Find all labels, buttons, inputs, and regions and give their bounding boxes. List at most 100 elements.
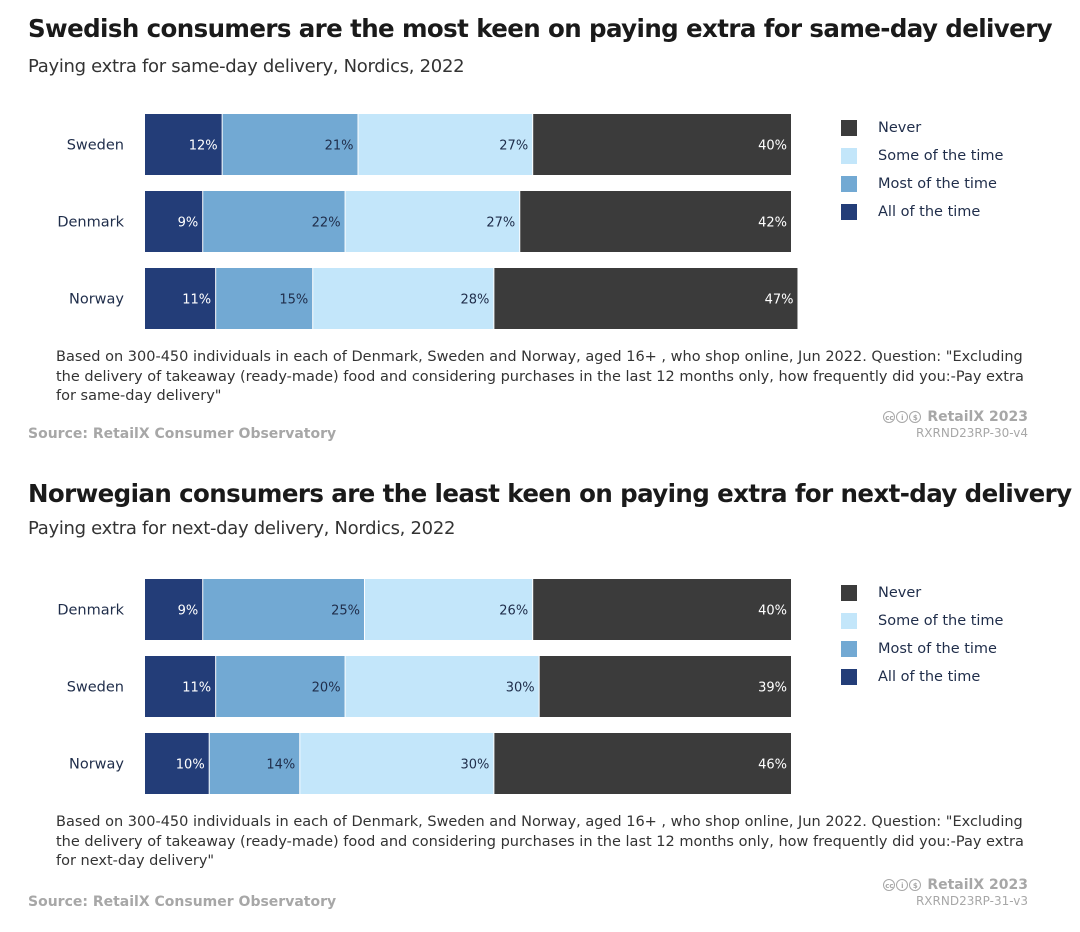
data-label: 15% [279,293,308,308]
legend-label: Most of the time [878,641,997,657]
data-label: 10% [176,758,205,773]
data-label: 11% [182,293,211,308]
data-label: 11% [182,681,211,696]
chart-source: Source: RetailX Consumer Observatory [28,426,337,442]
chart-source: Source: RetailX Consumer Observatory [28,894,337,910]
stacked-bar-chart: Denmark 9% 25% 26% 40% Sweden 11% 20% 30% 39% Norw… [57,579,791,794]
data-label: 22% [312,216,341,231]
legend-swatch [841,641,857,657]
legend-item: Most of the time [841,635,1071,663]
nc-icon: $ [909,879,922,891]
data-label: 42% [758,216,787,231]
chart-1: Swedish consumers are the most keen on p… [0,0,1080,460]
data-label: 30% [506,681,535,696]
stacked-bar-chart: Sweden 12% 21% 27% 40% Denmark 9% 22% 27% 42% Norw… [57,114,798,329]
bar-segment [209,733,300,794]
legend-item: Never [841,114,1071,142]
data-label: 39% [758,681,787,696]
legend-item: Most of the time [841,170,1071,198]
data-label: 30% [460,758,489,773]
legend-label: Some of the time [878,613,1004,629]
bar-segment [533,579,791,640]
legend-swatch [841,176,857,192]
chart-note: Based on 300-450 individuals in each of … [56,814,1024,869]
bar-segment [203,579,364,640]
bar-segment [520,191,791,252]
legend-label: Never [878,585,922,601]
chart-note: Based on 300-450 individuals in each of … [56,349,1024,404]
legend-swatch [841,613,857,629]
bar-segment [364,579,533,640]
category-label: Norway [69,757,124,773]
bar-segment [345,191,520,252]
bar-segment [539,656,791,717]
data-label: 25% [331,604,360,619]
data-label: 14% [266,758,295,773]
bar-segment [145,114,222,175]
chart-code: RXRND23RP-30-v4 [915,426,1028,440]
data-label: 9% [178,604,199,619]
brand-name: RetailX 2023 [927,409,1028,425]
brand-block: cc i $ RetailX 2023 RXRND23RP-31-v3 [882,877,1028,908]
bar-segment [222,114,358,175]
data-label: 21% [325,139,354,154]
legend-label: Never [878,120,922,136]
by-icon: i [896,411,909,423]
bar-segment [533,114,791,175]
legend-item: All of the time [841,198,1071,226]
chart-legend: Never Some of the time Most of the time All… [841,579,1071,691]
bar-segment [494,268,798,329]
legend-item: All of the time [841,663,1071,691]
category-label: Denmark [57,603,124,619]
legend-label: Some of the time [878,148,1004,164]
category-label: Sweden [67,680,124,696]
chart-legend: Never Some of the time Most of the time All… [841,114,1071,226]
data-label: 47% [765,293,794,308]
category-label: Norway [69,292,124,308]
data-label: 9% [178,216,199,231]
data-label: 27% [499,139,528,154]
data-label: 28% [460,293,489,308]
legend-item: Never [841,579,1071,607]
data-label: 27% [486,216,515,231]
data-label: 40% [758,604,787,619]
data-label: 46% [758,758,787,773]
bar-segment [145,579,203,640]
bar-segment [145,656,216,717]
bar-segment [145,191,203,252]
legend-item: Some of the time [841,607,1071,635]
bar-segment [216,656,345,717]
cc-icon: cc [883,411,896,423]
bar-segment [203,191,345,252]
chart-subtitle: Paying extra for next-day delivery, Nord… [28,518,456,539]
legend-item: Some of the time [841,142,1071,170]
bar-segment [216,268,313,329]
data-label: 40% [758,139,787,154]
category-label: Denmark [57,215,124,231]
bar-segment [145,733,209,794]
legend-label: All of the time [878,204,981,220]
chart-title: Swedish consumers are the most keen on p… [28,14,1053,43]
legend-label: All of the time [878,669,981,685]
cc-icon: cc [883,879,896,891]
bar-segment [494,733,791,794]
bar-segment [358,114,533,175]
legend-label: Most of the time [878,176,997,192]
bar-segment [345,656,539,717]
chart-2: Norwegian consumers are the least keen o… [0,465,1080,932]
bar-segment [300,733,494,794]
bar-segment [313,268,494,329]
chart-title: Norwegian consumers are the least keen o… [28,479,1072,508]
bar-segment [145,268,216,329]
legend-swatch [841,204,857,220]
brand-name: RetailX 2023 [927,877,1028,893]
data-label: 26% [499,604,528,619]
by-icon: i [896,879,909,891]
legend-swatch [841,669,857,685]
nc-icon: $ [909,411,922,423]
category-label: Sweden [67,138,124,154]
data-label: 20% [312,681,341,696]
chart-code: RXRND23RP-31-v3 [915,894,1028,908]
data-label: 12% [189,139,218,154]
chart-subtitle: Paying extra for same-day delivery, Nord… [28,56,465,77]
